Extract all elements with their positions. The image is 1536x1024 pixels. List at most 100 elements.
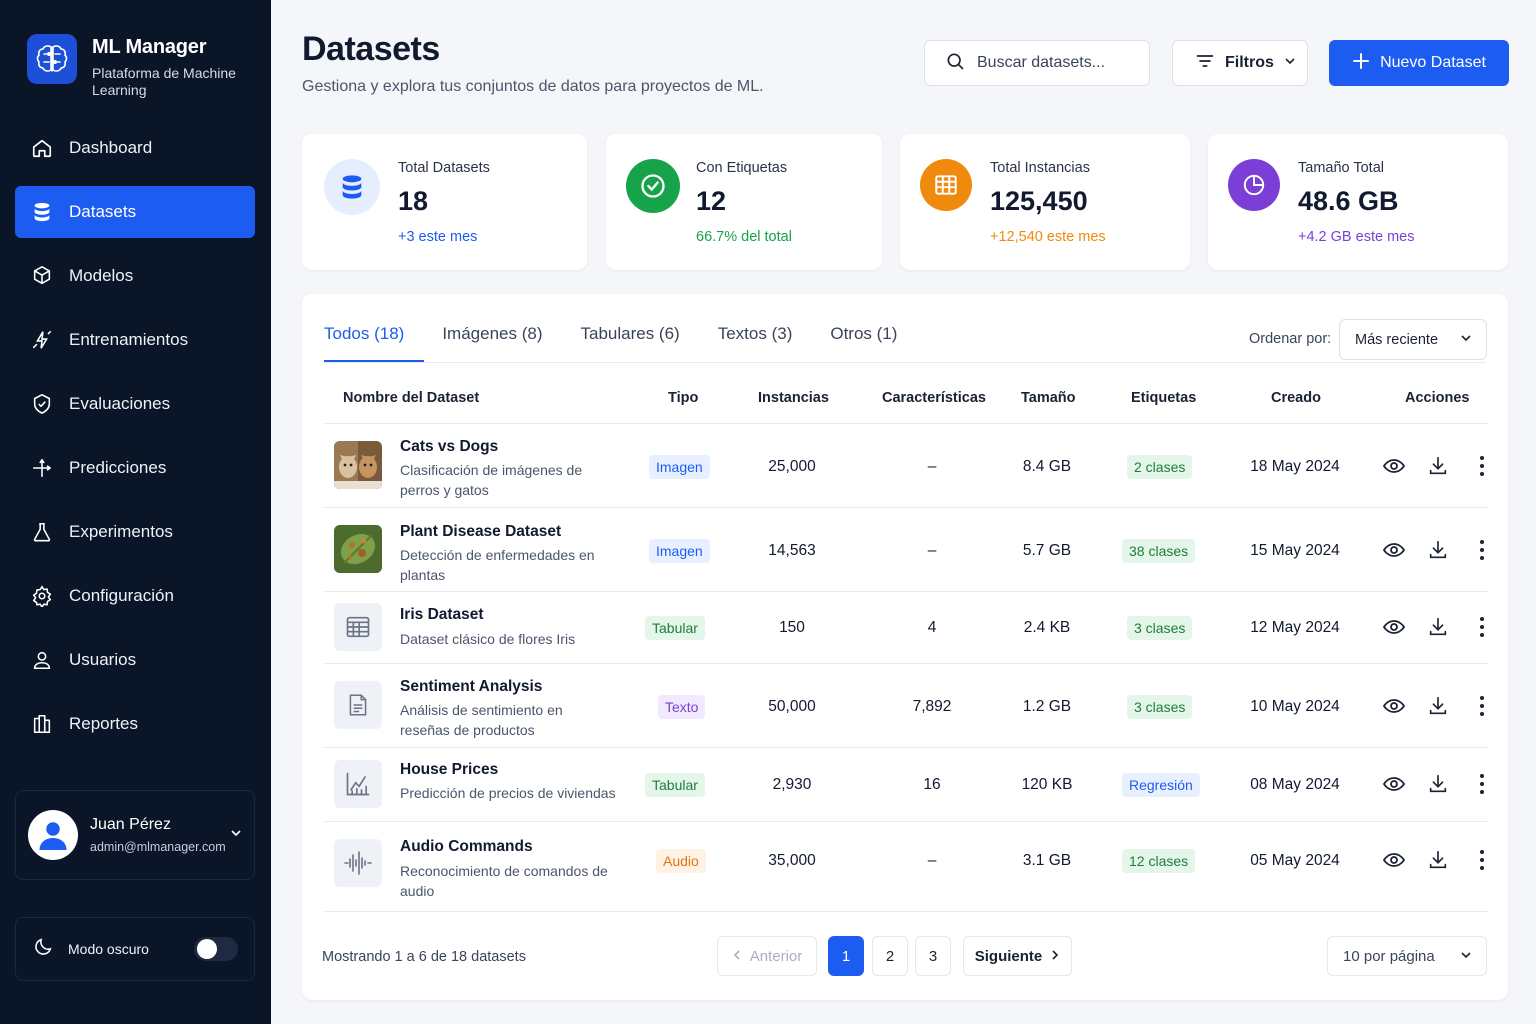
download-icon[interactable] [1416,773,1460,795]
filters-button[interactable]: Filtros [1172,40,1308,86]
sidebar-item-experimentos[interactable]: Experimentos [15,506,255,558]
dark-mode-toggle[interactable] [194,937,238,961]
size-cell: 5.7 GB [1022,542,1072,559]
table-row[interactable]: House Prices Predicción de precios de vi… [324,747,1488,821]
sidebar-item-datasets[interactable]: Datasets [15,186,255,238]
dataset-name[interactable]: Sentiment Analysis [400,678,543,695]
features-cell: 16 [923,776,941,793]
download-icon[interactable] [1416,849,1460,871]
stat-delta: 66.7% del total [696,229,792,245]
size-cell: 3.1 GB [1022,852,1072,869]
table-row[interactable]: Audio Commands Reconocimiento de comando… [324,821,1488,911]
tab-imagenes[interactable]: Imágenes (8) [442,324,543,343]
user-menu[interactable]: Juan Pérez admin@mlmanager.com [15,790,255,880]
more-vertical-icon[interactable] [1460,695,1504,717]
prev-page-button[interactable]: Anterior [717,936,817,976]
header-type: Tipo [668,390,699,406]
database-icon [324,159,380,215]
table-icon [334,603,382,651]
tabs: Todos (18) Imágenes (8) Tabulares (6) Te… [324,294,935,363]
chevron-down-icon[interactable] [230,826,242,844]
sidebar-item-label: Experimentos [69,522,173,541]
sidebar-item-label: Datasets [69,202,137,221]
more-vertical-icon[interactable] [1460,455,1504,477]
page-button-1[interactable]: 1 [828,936,864,976]
type-badge: Imagen [649,455,710,479]
features-cell: – [927,852,937,869]
document-icon [334,681,382,729]
page-button-3[interactable]: 3 [915,936,951,976]
sidebar-item-dashboard[interactable]: Dashboard [15,122,255,174]
row-actions [1372,538,1504,562]
download-icon[interactable] [1416,695,1460,717]
dataset-name[interactable]: Cats vs Dogs [400,438,499,455]
table-header: Nombre del Dataset Tipo Instancias Carac… [324,384,1488,424]
chevron-left-icon [732,948,742,965]
dataset-description: Análisis de sentimiento en reseñas de pr… [400,702,563,738]
instances-cell: 14,563 [768,542,816,559]
table-row[interactable]: Sentiment Analysis Análisis de sentimien… [324,663,1488,747]
tab-todos[interactable]: Todos (18) [324,294,425,363]
per-page-select[interactable]: 10 por página [1327,936,1487,976]
tab-textos[interactable]: Textos (3) [717,324,793,343]
eye-icon[interactable] [1372,615,1416,639]
search-input[interactable]: Buscar datasets... [924,40,1150,86]
tab-otros[interactable]: Otros (1) [830,324,898,343]
dataset-name[interactable]: House Prices [400,761,499,778]
page-button-2[interactable]: 2 [872,936,908,976]
header-actions: Acciones [1405,390,1470,406]
dataset-name[interactable]: Iris Dataset [400,606,484,623]
brand: ML Manager Plataforma de Machine Learnin… [27,34,252,99]
eye-icon[interactable] [1372,848,1416,872]
features-cell: 7,892 [912,698,952,715]
per-page-value: 10 por página [1343,947,1435,965]
next-page-button[interactable]: Siguiente [963,936,1072,976]
filters-label: Filtros [1225,54,1274,71]
created-cell: 08 May 2024 [1250,776,1340,793]
more-vertical-icon[interactable] [1460,539,1504,561]
download-icon[interactable] [1416,539,1460,561]
stat-total-instancias: Total Instancias 125,450 +12,540 este me… [900,134,1190,270]
more-vertical-icon[interactable] [1460,773,1504,795]
dataset-name[interactable]: Audio Commands [400,838,533,855]
sidebar-item-evaluaciones[interactable]: Evaluaciones [15,378,255,430]
download-icon[interactable] [1416,616,1460,638]
moon-icon [32,936,54,963]
created-cell: 05 May 2024 [1250,852,1340,869]
sidebar-item-modelos[interactable]: Modelos [15,250,255,302]
chart-icon [334,760,382,808]
new-dataset-button[interactable]: Nuevo Dataset [1329,40,1509,86]
sidebar-item-entrenamientos[interactable]: Entrenamientos [15,314,255,366]
brain-logo-icon [27,34,77,84]
showing-text: Mostrando 1 a 6 de 18 datasets [322,949,526,965]
features-cell: 4 [927,619,937,636]
sidebar-item-label: Modelos [69,266,134,285]
sidebar-item-usuarios[interactable]: Usuarios [15,634,255,686]
eye-icon[interactable] [1372,538,1416,562]
eye-icon[interactable] [1372,454,1416,478]
eye-icon[interactable] [1372,772,1416,796]
created-cell: 12 May 2024 [1250,619,1340,636]
tab-tabulares[interactable]: Tabulares (6) [580,324,680,343]
table-row[interactable]: Plant Disease Dataset Detección de enfer… [324,507,1488,591]
sidebar-item-configuracion[interactable]: Configuración [15,570,255,622]
chevron-down-icon [1460,948,1472,965]
labels-badge: 12 clases [1122,849,1196,873]
dataset-name[interactable]: Plant Disease Dataset [400,523,562,540]
sidebar-item-predicciones[interactable]: Predicciones [15,442,255,494]
brand-subtitle: Plataforma de Machine Learning [92,65,236,98]
divider [324,362,1486,363]
table-row[interactable]: Iris Dataset Dataset clásico de flores I… [324,591,1488,663]
sidebar-item-reportes[interactable]: Reportes [15,698,255,750]
more-vertical-icon[interactable] [1460,616,1504,638]
features-cell: – [927,542,937,559]
stat-value: 18 [398,186,429,216]
eye-icon[interactable] [1372,694,1416,718]
header-instances: Instancias [758,390,829,406]
table-row[interactable]: Cats vs Dogs Clasificación de imágenes d… [324,423,1488,507]
created-cell: 15 May 2024 [1250,542,1340,559]
size-cell: 1.2 GB [1022,698,1072,715]
download-icon[interactable] [1416,455,1460,477]
more-vertical-icon[interactable] [1460,849,1504,871]
sort-select[interactable]: Más reciente [1339,319,1487,360]
